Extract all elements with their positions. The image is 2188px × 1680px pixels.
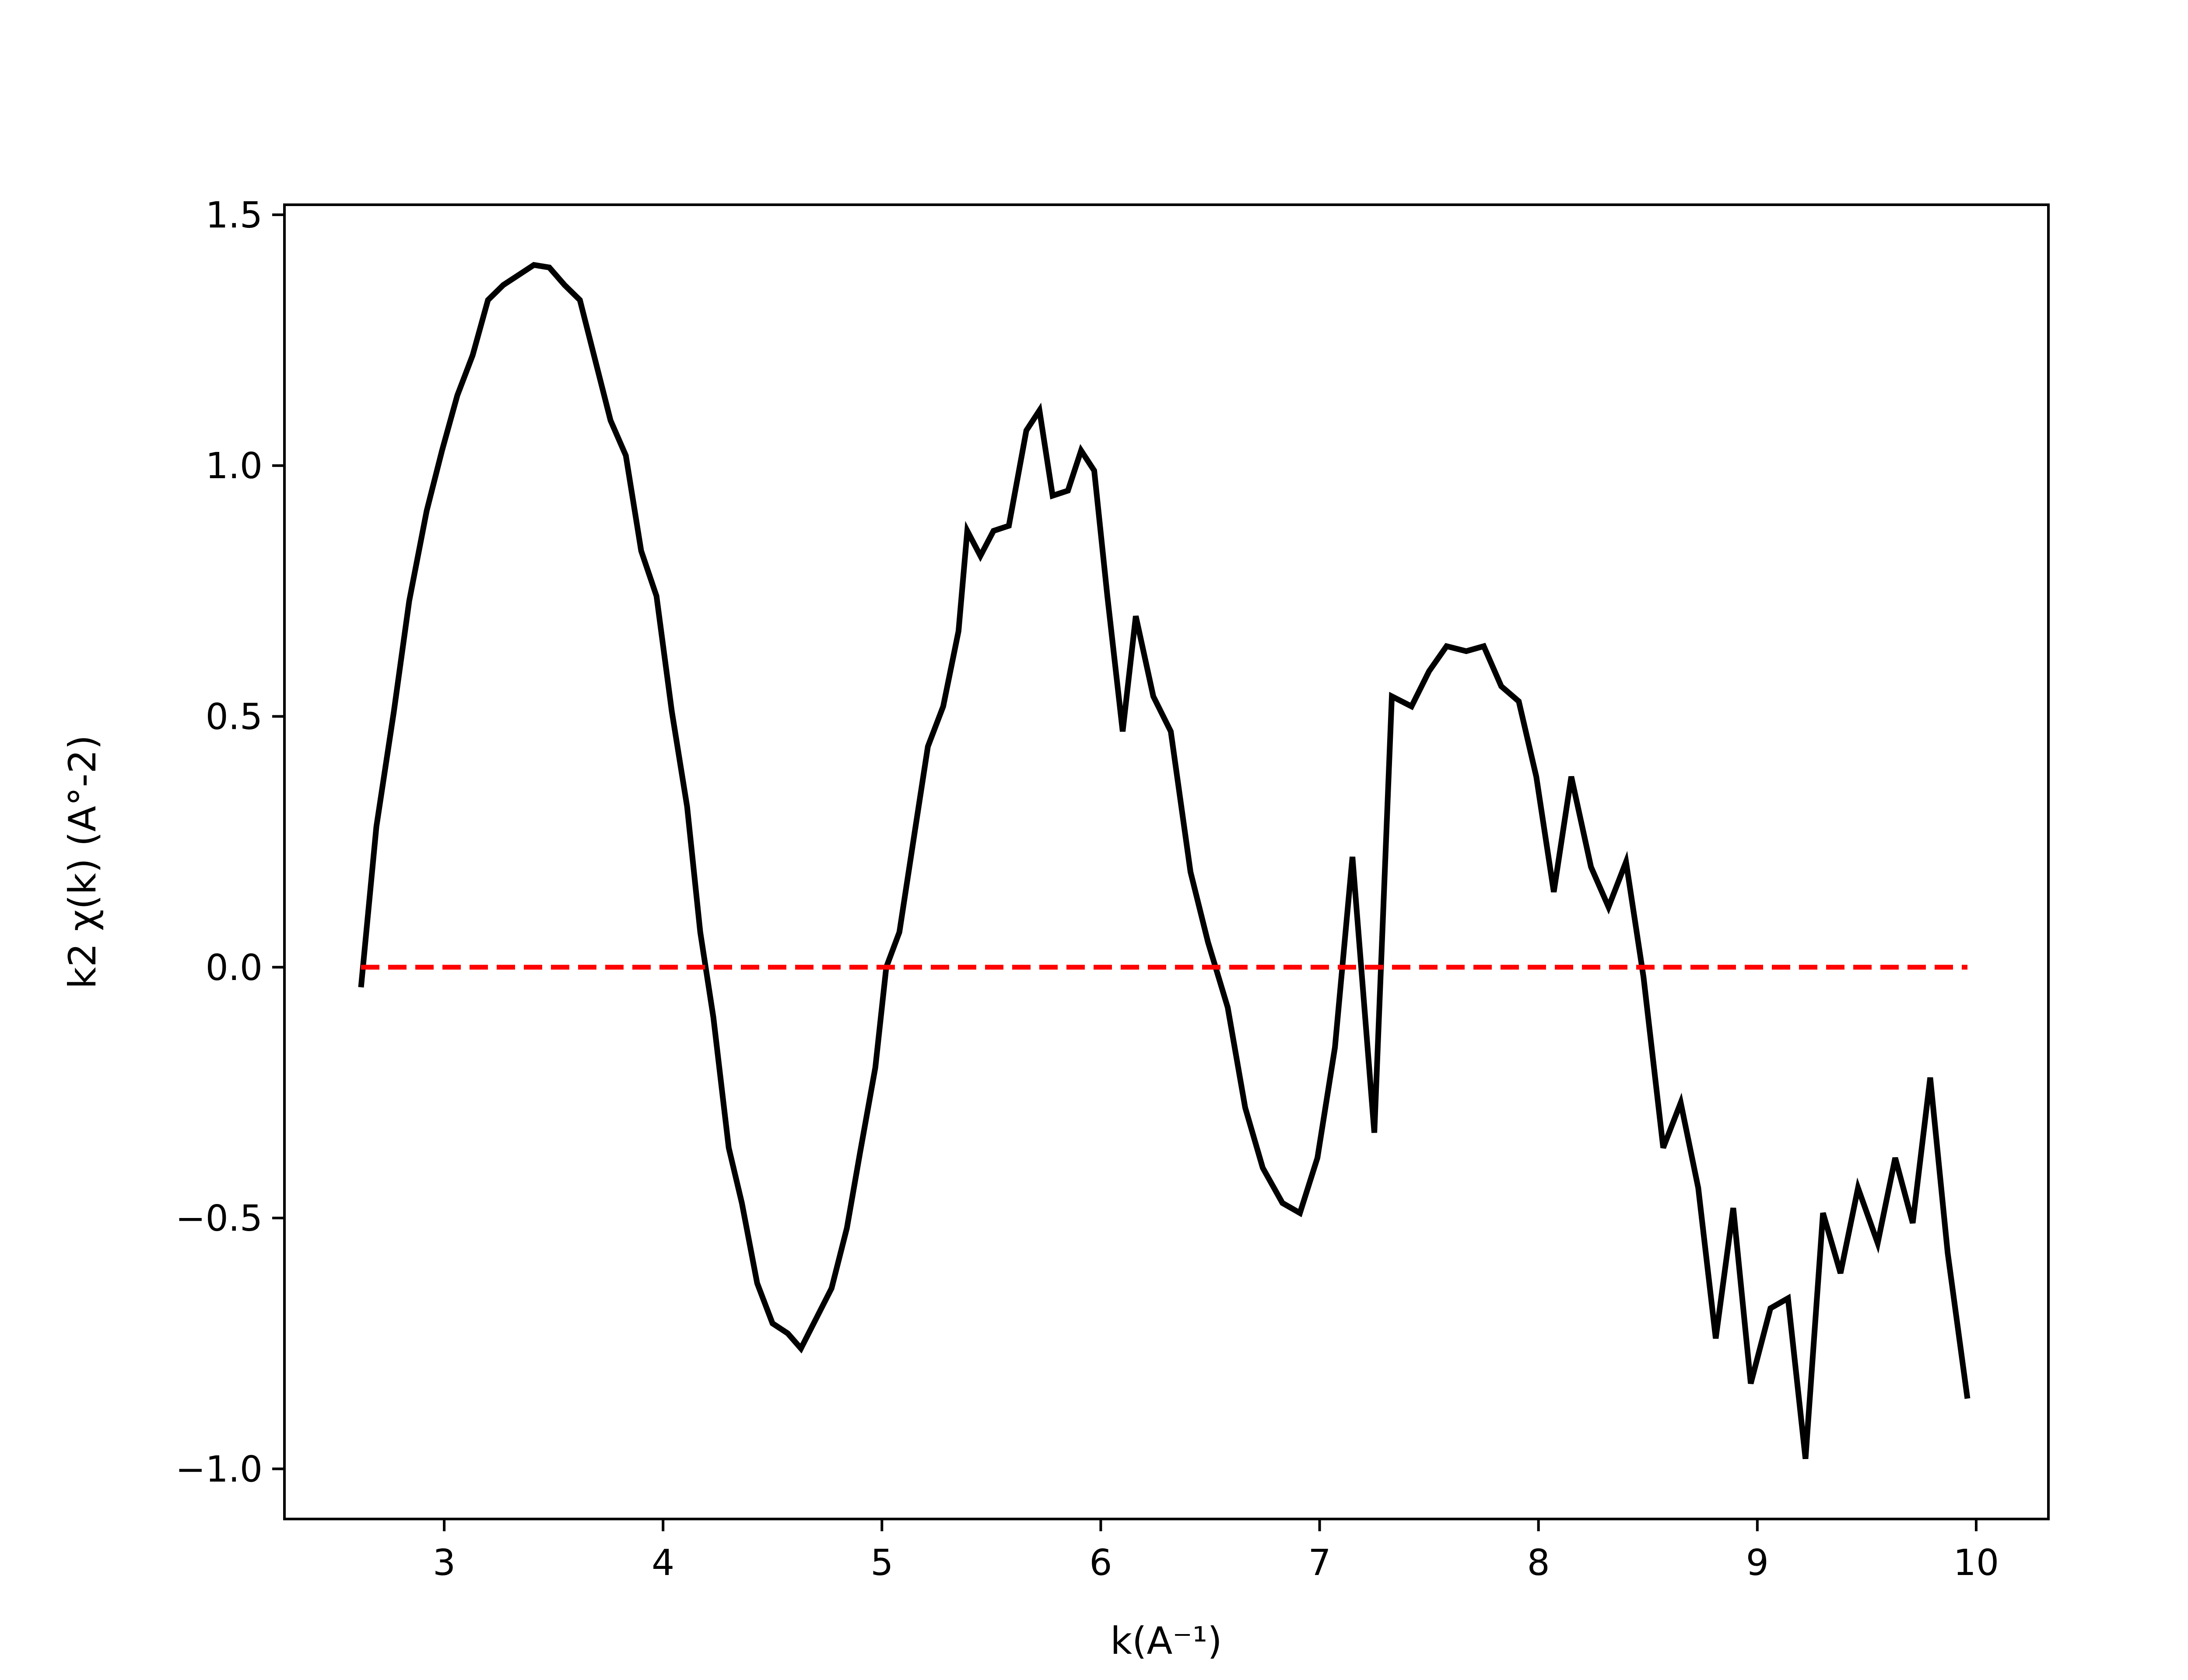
x-axis-ticks: 3 4 5 6 7 8 9 10 xyxy=(433,1519,1999,1584)
x-tick-label: 3 xyxy=(433,1542,456,1584)
x-tick-label: 9 xyxy=(1746,1542,1769,1584)
plot-frame xyxy=(283,203,2050,1520)
y-axis-ticks: −1.0 −0.5 0.0 0.5 1.0 1.5 xyxy=(175,195,284,1490)
y-tick-label: −0.5 xyxy=(175,1198,263,1239)
y-tick-label: −1.0 xyxy=(175,1449,263,1490)
y-axis-label: k2 χ(k) (A°-2) xyxy=(61,735,105,989)
plot-content xyxy=(358,262,1971,1460)
y-tick-label: 1.5 xyxy=(206,195,263,236)
y-tick-label: 0.0 xyxy=(206,947,263,989)
x-tick-label: 8 xyxy=(1527,1542,1550,1584)
x-axis-label: k(A⁻¹) xyxy=(1110,1619,1222,1663)
x-tick-label: 4 xyxy=(652,1542,674,1584)
x-tick-label: 6 xyxy=(1089,1542,1112,1584)
y-tick-label: 1.0 xyxy=(206,445,263,487)
x-tick-label: 7 xyxy=(1308,1542,1331,1584)
x-tick-label: 10 xyxy=(1953,1542,1999,1584)
y-tick-label: 0.5 xyxy=(206,696,263,738)
x-tick-label: 5 xyxy=(870,1542,893,1584)
chi-k-series-line xyxy=(358,262,1971,1460)
